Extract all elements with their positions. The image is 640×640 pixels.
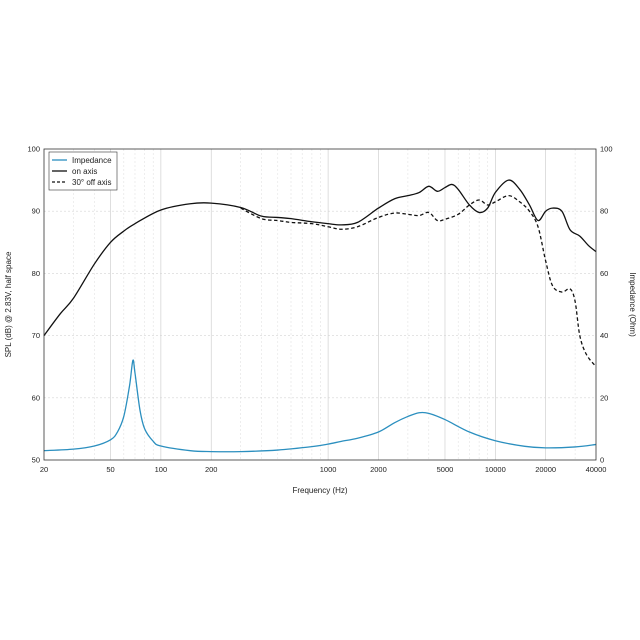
x-tick-label: 40000 — [586, 465, 607, 474]
grid-layer — [44, 149, 596, 460]
x-tick-label: 2000 — [370, 465, 387, 474]
x-tick-label: 50 — [106, 465, 114, 474]
right-y-tick-labels: 0 20 40 60 80 100 — [600, 145, 613, 465]
left-y-tick-label: 90 — [32, 207, 40, 216]
right-y-tick-label: 80 — [600, 207, 608, 216]
right-y-axis-label: Impedance (Ohm) — [628, 272, 637, 337]
x-tick-label: 1000 — [320, 465, 337, 474]
impedance-line — [43, 359, 597, 453]
right-y-tick-label: 60 — [600, 269, 608, 278]
x-tick-label: 100 — [155, 465, 168, 474]
right-y-tick-label: 40 — [600, 331, 608, 340]
on-axis-line — [43, 179, 597, 336]
legend-label-impedance: Impedance — [72, 156, 112, 165]
left-y-tick-labels: 50 60 70 80 90 100 — [27, 145, 40, 465]
left-y-tick-label: 100 — [27, 145, 40, 154]
right-y-tick-label: 0 — [600, 456, 604, 465]
left-y-tick-label: 70 — [32, 331, 40, 340]
x-tick-labels: 20 50 100 200 1000 2000 5000 10000 20000 40000 — [40, 465, 607, 474]
left-y-axis-label: SPL (dB) @ 2.83V, half space — [4, 251, 13, 357]
series-layer — [43, 179, 597, 453]
x-tick-label: 20000 — [535, 465, 556, 474]
left-y-tick-label: 50 — [32, 456, 40, 465]
x-tick-label: 5000 — [437, 465, 454, 474]
x-tick-label: 20 — [40, 465, 48, 474]
left-y-tick-label: 60 — [32, 393, 40, 402]
x-axis-label: Frequency (Hz) — [292, 486, 347, 495]
right-y-tick-label: 20 — [600, 393, 608, 402]
legend-label-30-off-axis: 30° off axis — [72, 178, 112, 187]
x-tick-label: 200 — [205, 465, 218, 474]
plot-frame — [43, 148, 597, 461]
off-axis-30-line — [240, 195, 597, 368]
x-tick-label: 10000 — [485, 465, 506, 474]
legend: Impedance on axis 30° off axis — [48, 151, 118, 191]
legend-label-on-axis: on axis — [72, 167, 97, 176]
right-y-tick-label: 100 — [600, 145, 613, 154]
left-y-tick-label: 80 — [32, 269, 40, 278]
